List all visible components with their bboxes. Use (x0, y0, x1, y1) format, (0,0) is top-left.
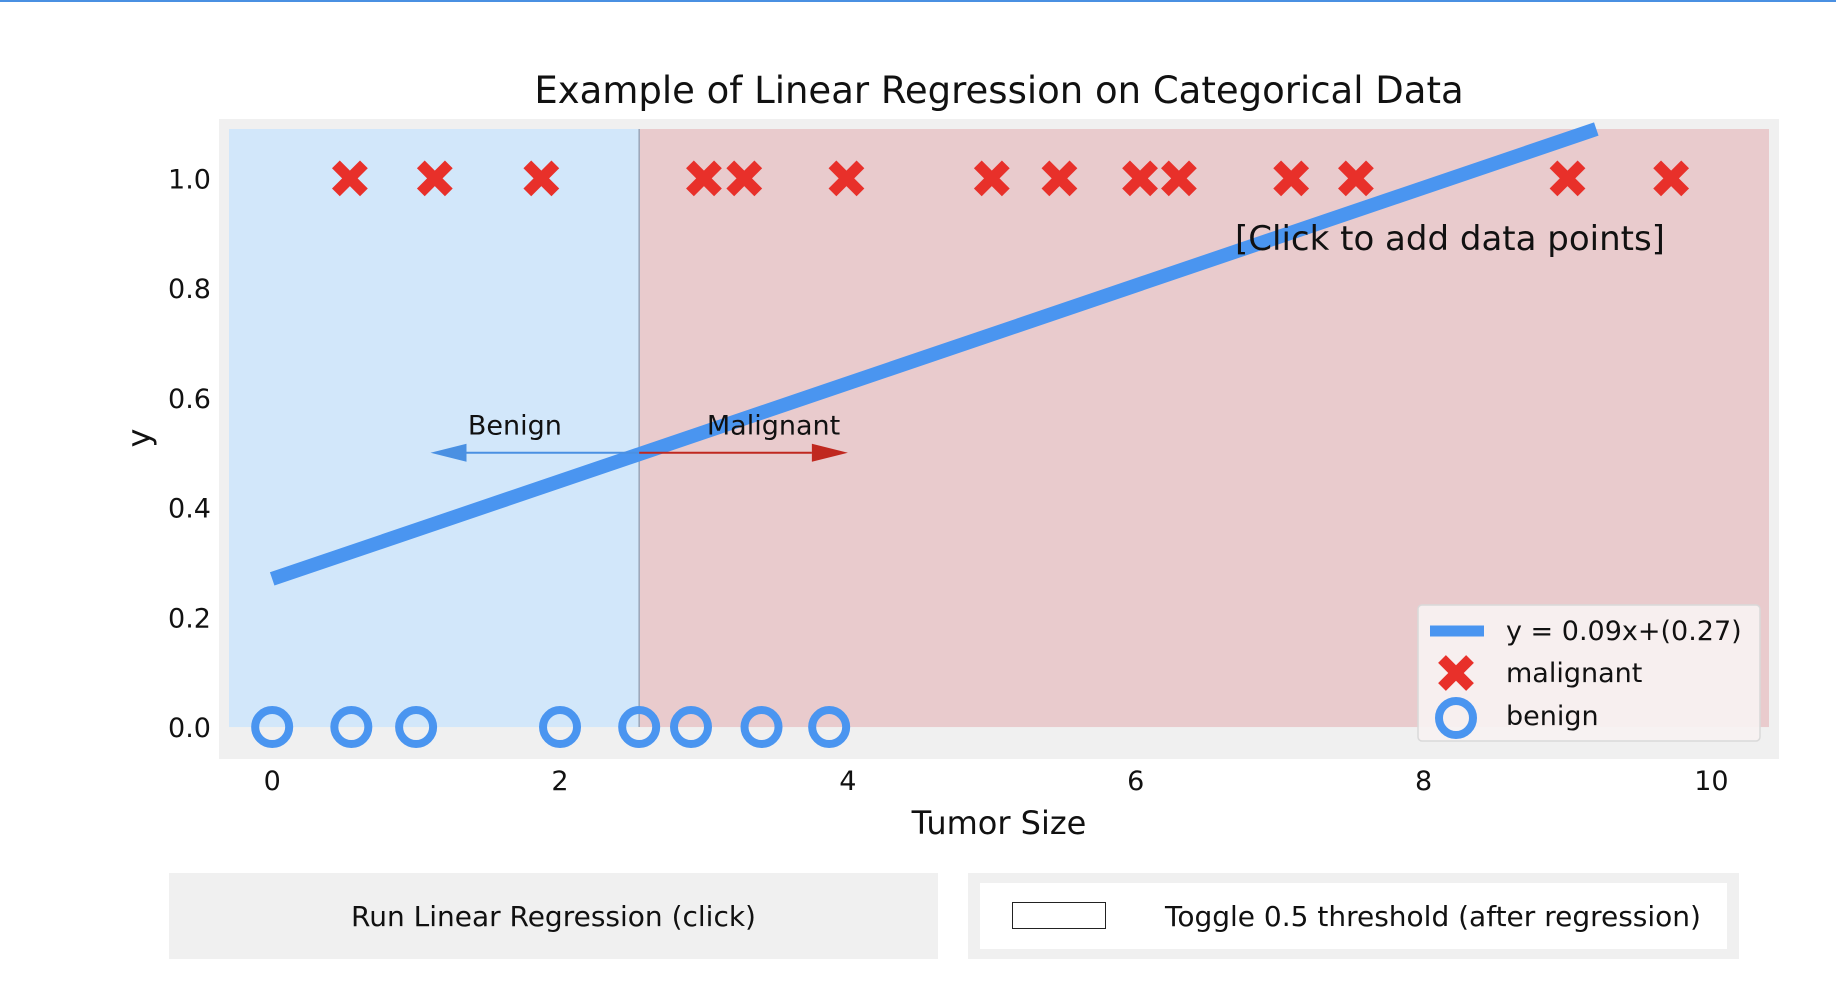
arrow-label-malignant: Malignant (707, 411, 840, 442)
malignant-point (523, 160, 560, 197)
x-stroke (1041, 160, 1078, 197)
y-axis-label: y (120, 429, 158, 448)
x-axis-label: Tumor Size (911, 804, 1087, 842)
threshold-toggle[interactable]: Toggle 0.5 threshold (after regression) (980, 883, 1727, 949)
arrow-label-benign: Benign (468, 411, 562, 442)
benign-point (670, 706, 712, 749)
x-tick-label: 4 (839, 766, 856, 797)
malignant-point (1041, 160, 1078, 197)
legend-label: benign (1506, 701, 1599, 732)
x-stroke (332, 160, 368, 197)
malignant-point (1653, 160, 1690, 197)
x-tick-label: 2 (551, 766, 568, 797)
y-tick-label: 0.6 (168, 384, 211, 415)
x-stroke (686, 160, 722, 197)
threshold-toggle-label: Toggle 0.5 threshold (after regression) (1165, 899, 1701, 933)
y-tick-label: 0.0 (168, 713, 211, 744)
x-stroke (1338, 160, 1374, 197)
x-tick-label: 6 (1127, 766, 1144, 797)
benign-point (330, 706, 373, 749)
y-tick-label: 1.0 (168, 164, 211, 195)
malignant-point (332, 160, 368, 197)
x-stroke (726, 160, 763, 197)
threshold-toggle-panel: Toggle 0.5 threshold (after regression) (968, 873, 1739, 959)
x-tick-label: 0 (264, 766, 281, 797)
legend-o-swatch (1435, 697, 1477, 739)
legend: y = 0.09x+(0.27) malignant benign (1417, 604, 1761, 742)
benign-point (618, 706, 661, 749)
malignant-point (973, 160, 1010, 197)
y-tick-label: 0.8 (168, 274, 211, 305)
legend-box (1417, 604, 1761, 742)
x-stroke (416, 160, 453, 197)
legend-label: malignant (1506, 658, 1642, 689)
malignant-point (1161, 160, 1197, 197)
malignant-point (1122, 160, 1158, 197)
y-tick-label: 0.4 (168, 494, 211, 525)
benign-point (740, 706, 783, 749)
x-stroke (1273, 160, 1310, 197)
malignant-point (1549, 160, 1586, 197)
malignant-point (686, 160, 722, 197)
benign-point (251, 706, 294, 749)
malignant-point (726, 160, 763, 197)
x-tick-label: 8 (1415, 766, 1432, 797)
run-linear-regression-button[interactable]: Run Linear Regression (click) (169, 873, 938, 959)
arrow-head-malignant (811, 443, 848, 462)
x-tick-label: 10 (1694, 766, 1728, 797)
arrow-head-benign (430, 443, 467, 462)
x-stroke (828, 160, 865, 197)
regression-line (269, 122, 1599, 586)
malignant-point (1338, 160, 1374, 197)
malignant-point (416, 160, 453, 197)
x-stroke (1161, 160, 1197, 197)
chart-title: Example of Linear Regression on Categori… (534, 69, 1463, 112)
benign-point (539, 706, 582, 749)
x-stroke (523, 160, 560, 197)
benign-point (395, 706, 438, 749)
window-top-border (0, 0, 1836, 2)
run-button-label: Run Linear Regression (click) (351, 899, 756, 933)
x-stroke (1549, 160, 1586, 197)
x-stroke (1122, 160, 1158, 197)
y-tick-label: 0.2 (168, 603, 211, 634)
legend-x-swatch (1438, 655, 1474, 691)
malignant-point (828, 160, 865, 197)
benign-point (808, 706, 851, 749)
x-stroke (973, 160, 1010, 197)
malignant-point (1273, 160, 1310, 197)
legend-label: y = 0.09x+(0.27) (1506, 616, 1742, 647)
x-stroke (1653, 160, 1690, 197)
threshold-checkbox[interactable] (1012, 902, 1106, 929)
region-benign (229, 129, 640, 728)
x-stroke (1438, 655, 1474, 691)
click-hint[interactable]: [Click to add data points] (1235, 219, 1665, 259)
